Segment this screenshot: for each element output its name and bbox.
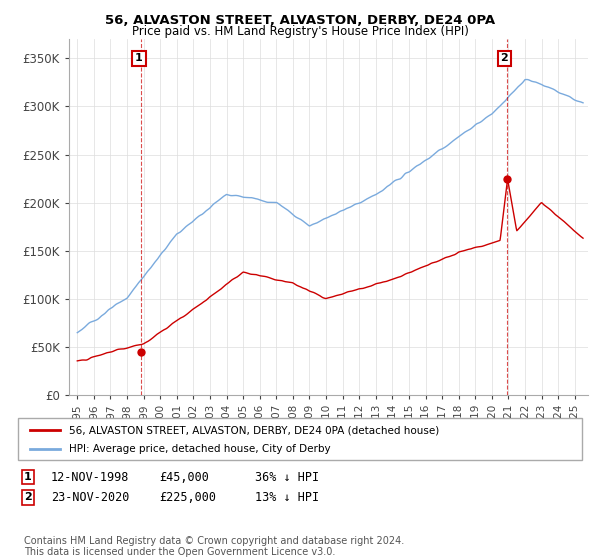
Text: 36% ↓ HPI: 36% ↓ HPI (255, 470, 319, 484)
Text: 1: 1 (135, 53, 143, 63)
Text: HPI: Average price, detached house, City of Derby: HPI: Average price, detached house, City… (69, 444, 331, 454)
Text: 56, ALVASTON STREET, ALVASTON, DERBY, DE24 0PA: 56, ALVASTON STREET, ALVASTON, DERBY, DE… (105, 14, 495, 27)
Text: 56, ALVASTON STREET, ALVASTON, DERBY, DE24 0PA (detached house): 56, ALVASTON STREET, ALVASTON, DERBY, DE… (69, 425, 439, 435)
Text: 13% ↓ HPI: 13% ↓ HPI (255, 491, 319, 504)
Text: 12-NOV-1998: 12-NOV-1998 (51, 470, 130, 484)
Text: 2: 2 (500, 53, 508, 63)
Text: 23-NOV-2020: 23-NOV-2020 (51, 491, 130, 504)
Text: 2: 2 (24, 492, 32, 502)
Text: £45,000: £45,000 (159, 470, 209, 484)
Text: Price paid vs. HM Land Registry's House Price Index (HPI): Price paid vs. HM Land Registry's House … (131, 25, 469, 38)
Text: 1: 1 (24, 472, 32, 482)
Text: Contains HM Land Registry data © Crown copyright and database right 2024.
This d: Contains HM Land Registry data © Crown c… (24, 535, 404, 557)
Text: £225,000: £225,000 (159, 491, 216, 504)
